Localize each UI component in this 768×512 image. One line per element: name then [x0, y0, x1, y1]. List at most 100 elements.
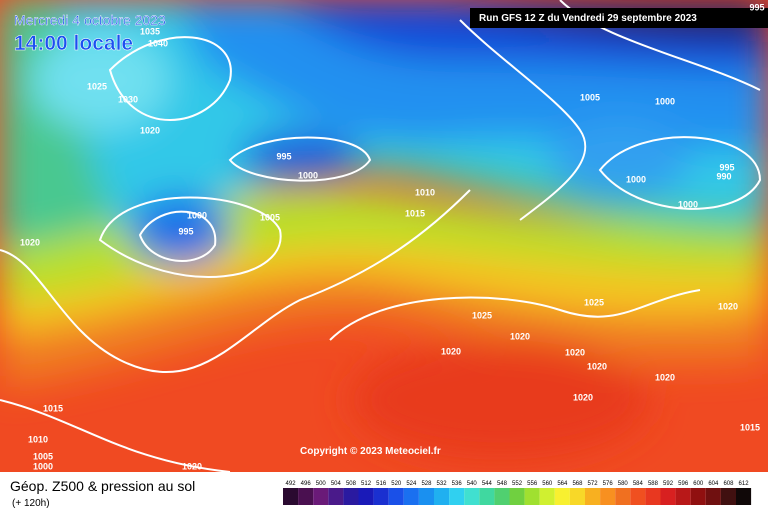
isobar-label: 1020 [655, 372, 675, 382]
isobar-label: 1000 [33, 461, 53, 471]
scale-cell [283, 488, 299, 505]
scale-label: 552 [512, 481, 523, 487]
scale-cell [373, 488, 389, 505]
isobar-label: 1000 [678, 199, 698, 209]
scale-cell [554, 488, 570, 505]
scale-cell [524, 488, 540, 505]
scale-label: 556 [527, 481, 538, 487]
isobar-label: 1005 [33, 451, 53, 461]
color-scale: 492 496 500 504 508 512 516 520 524 528 532 536 540 5… [283, 481, 752, 505]
scale-label: 536 [452, 481, 463, 487]
isobar-label: 1020 [510, 331, 530, 341]
scale-cell [705, 488, 721, 505]
isobar-label: 1025 [472, 310, 492, 320]
scale-label: 568 [572, 481, 583, 487]
scale-cell [434, 488, 450, 505]
scale-label: 572 [588, 481, 599, 487]
isobar-labels: 1035104010251030102099510001000995100510… [20, 2, 765, 471]
isobar-label: 995 [178, 226, 193, 236]
isobar-label: 1030 [118, 94, 138, 104]
isobar-label: 1025 [87, 81, 107, 91]
scale-label: 516 [376, 481, 387, 487]
isobar-label: 1020 [718, 301, 738, 311]
scale-label: 504 [331, 481, 342, 487]
isobar-label: 1000 [626, 174, 646, 184]
scale-label: 508 [346, 481, 357, 487]
run-info: Run GFS 12 Z du Vendredi 29 septembre 20… [479, 13, 697, 24]
isobar-label: 1015 [43, 403, 63, 413]
run-box [470, 8, 768, 28]
scale-cell [403, 488, 419, 505]
scale-cell [736, 488, 752, 505]
scale-label: 608 [723, 481, 734, 487]
copyright: Copyright © 2023 Meteociel.fr [300, 446, 441, 457]
forecast-time: 14:00 locale [14, 32, 133, 55]
isobar-label: 1020 [182, 461, 202, 471]
scale-cell [660, 488, 676, 505]
isobar-label: 1020 [565, 347, 585, 357]
isobar-label: 1020 [587, 361, 607, 371]
isobar-label: 1020 [573, 392, 593, 402]
scale-cell [675, 488, 691, 505]
scale-label: 584 [633, 481, 644, 487]
isobar-label: 1025 [584, 297, 604, 307]
scale-label: 496 [301, 481, 312, 487]
isobar-label: 1020 [441, 346, 461, 356]
isobar-label: 1010 [415, 187, 435, 197]
scale-cell [388, 488, 404, 505]
scale-cell [539, 488, 555, 505]
isobar-label: 1005 [260, 212, 280, 222]
scale-label: 524 [406, 481, 417, 487]
scale-label: 492 [286, 481, 297, 487]
scale-label: 512 [361, 481, 372, 487]
scale-cell [615, 488, 631, 505]
isobars [0, 0, 762, 373]
scale-cell [479, 488, 495, 505]
scale-cell [569, 488, 585, 505]
scale-label: 612 [739, 481, 750, 487]
scale-cell [585, 488, 601, 505]
scale-cell [494, 488, 510, 505]
scale-label: 592 [663, 481, 674, 487]
scale-cell [630, 488, 646, 505]
scale-cell [464, 488, 480, 505]
legend-title: Géop. Z500 & pression au sol [10, 478, 195, 494]
scale-label: 528 [421, 481, 432, 487]
scale-cell [509, 488, 525, 505]
scale-label: 596 [678, 481, 689, 487]
isobar-label: 1020 [140, 125, 160, 135]
isobar-label: 1000 [655, 96, 675, 106]
isobar-label: 1040 [148, 38, 168, 48]
scale-cell [298, 488, 314, 505]
scale-cell [328, 488, 344, 505]
forecast-date: Mercredi 4 octobre 2023 [14, 12, 166, 28]
field [0, 0, 768, 472]
isobar-label: 1000 [298, 170, 318, 180]
scale-label: 580 [618, 481, 629, 487]
legend-subtitle: (+ 120h) [12, 498, 50, 509]
scale-cell [313, 488, 329, 505]
scale-label: 576 [603, 481, 614, 487]
scale-label: 588 [648, 481, 659, 487]
scale-label: 560 [542, 481, 553, 487]
scale-label: 500 [316, 481, 327, 487]
scale-label: 600 [693, 481, 704, 487]
scale-cell [720, 488, 736, 505]
scale-label: 540 [467, 481, 478, 487]
scale-label: 564 [557, 481, 568, 487]
isobar-label: 995 [749, 2, 764, 12]
isobar-label: 995 [276, 151, 291, 161]
scale-cell [358, 488, 374, 505]
scale-label: 544 [482, 481, 493, 487]
scale-cell [600, 488, 616, 505]
isobar-label: 1015 [405, 208, 425, 218]
scale-label: 548 [497, 481, 508, 487]
scale-label: 532 [437, 481, 448, 487]
isobar-label: 1015 [740, 422, 760, 432]
scale-label: 604 [708, 481, 719, 487]
isobar-label: 1005 [580, 92, 600, 102]
scale-cell [449, 488, 465, 505]
isobar-label: 995 [719, 162, 734, 172]
scale-label: 520 [391, 481, 402, 487]
